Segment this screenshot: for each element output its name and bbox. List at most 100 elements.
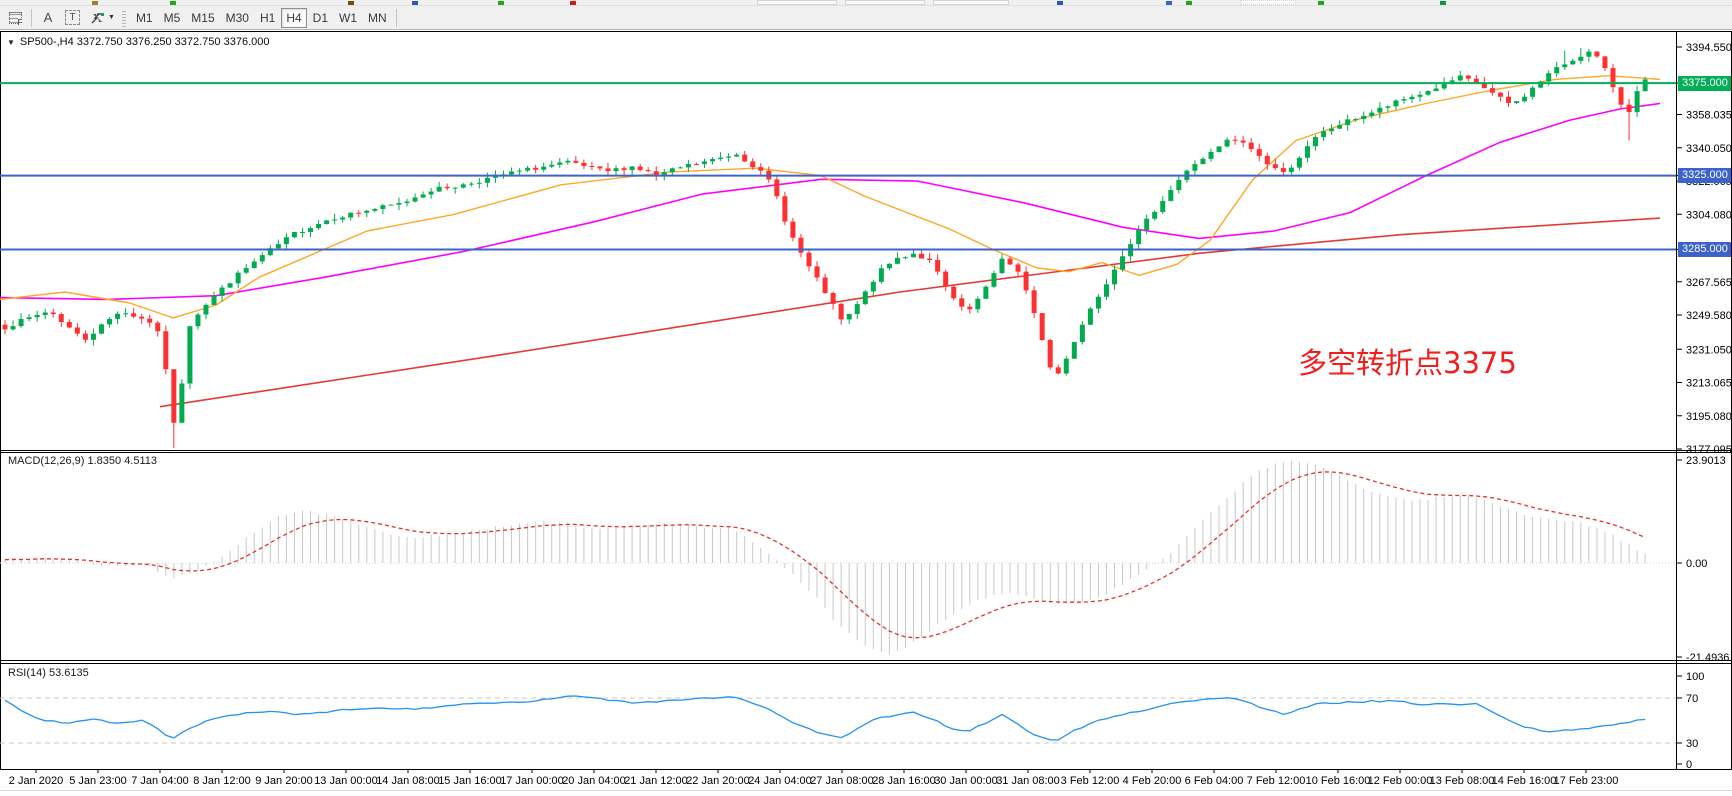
svg-text:17 Jan 00:00: 17 Jan 00:00	[500, 775, 564, 787]
svg-text:10 Feb 16:00: 10 Feb 16:00	[1306, 775, 1371, 787]
toolbar-fragment	[498, 1, 504, 5]
toolbar-fragment	[170, 1, 176, 5]
chevron-down-icon: ▼	[108, 14, 115, 21]
ma-fast-orange	[0, 75, 1661, 319]
timeframe-button-mn[interactable]: MN	[368, 10, 387, 25]
svg-text:2 Jan 2020: 2 Jan 2020	[9, 775, 63, 787]
svg-text:23.9013: 23.9013	[1686, 455, 1726, 467]
svg-text:0.00: 0.00	[1686, 558, 1707, 570]
toolbar-fragment	[1440, 1, 1446, 5]
svg-text:28 Jan 16:00: 28 Jan 16:00	[872, 775, 936, 787]
macd-indicator-label: MACD(12,26,9) 1.8350 4.5113	[8, 455, 157, 467]
svg-text:3177.095: 3177.095	[1686, 444, 1732, 456]
ma-slow-red	[159, 217, 1661, 408]
rsi-panel	[0, 695, 1676, 744]
svg-text:31 Jan 08:00: 31 Jan 08:00	[996, 775, 1060, 787]
price-badge-3285: 3285.000	[1678, 242, 1731, 258]
toolbar-fragment	[348, 1, 354, 5]
svg-text:12 Feb 00:00: 12 Feb 00:00	[1368, 775, 1433, 787]
toolbar-fragment	[1166, 1, 1172, 5]
svg-text:4 Feb 20:00: 4 Feb 20:00	[1123, 775, 1182, 787]
grid-icon: F	[8, 11, 23, 27]
arrow-objects-button[interactable]: ▼	[85, 8, 120, 28]
panel-borders	[0, 31, 1732, 791]
toolbar-fragment	[933, 0, 1009, 5]
timeframe-button-m15[interactable]: M15	[191, 10, 215, 25]
timeframe-button-h4[interactable]: H4	[281, 7, 307, 28]
svg-text:3 Feb 12:00: 3 Feb 12:00	[1061, 775, 1120, 787]
toolbar-separator	[395, 8, 397, 27]
toolbar-overflow-strip	[0, 0, 1732, 6]
price-annotation-text: 多空转折点3375	[1298, 346, 1517, 380]
svg-text:3249.580: 3249.580	[1686, 310, 1732, 322]
svg-text:3267.565: 3267.565	[1686, 277, 1732, 289]
timeframe-toolbar: M1 M5 M15 M30 H1 H4 D1 W1 MN	[131, 7, 392, 28]
svg-text:9 Jan 20:00: 9 Jan 20:00	[255, 775, 313, 787]
text-label-tool-button[interactable]: T	[60, 8, 85, 28]
svg-text:15 Jan 16:00: 15 Jan 16:00	[438, 775, 502, 787]
timeframe-button-d1[interactable]: D1	[312, 10, 328, 25]
price-axis-macd[interactable]: 23.9013 0.00 -21.4936	[1677, 455, 1729, 664]
toolbar-drag-handle[interactable]	[121, 8, 126, 27]
svg-text:24 Jan 04:00: 24 Jan 04:00	[748, 775, 812, 787]
svg-text:30: 30	[1686, 738, 1698, 750]
svg-text:13 Feb 08:00: 13 Feb 08:00	[1430, 775, 1495, 787]
svg-text:13 Jan 00:00: 13 Jan 00:00	[314, 775, 378, 787]
svg-text:14 Feb 16:00: 14 Feb 16:00	[1492, 775, 1557, 787]
toolbar-fragment	[1186, 1, 1192, 5]
toolbar-fragment	[757, 0, 837, 5]
moving-average-lines	[0, 75, 1661, 408]
svg-text:3231.050: 3231.050	[1686, 344, 1732, 356]
text-tool-icon: T	[65, 10, 80, 25]
toolbar-fragment	[1318, 1, 1324, 5]
toolbar-fragment	[845, 0, 925, 5]
rsi-indicator-label: RSI(14) 53.6135	[8, 667, 89, 679]
toolbar-separator	[31, 8, 32, 27]
svg-text:3304.080: 3304.080	[1686, 209, 1732, 221]
svg-text:30 Jan 00:00: 30 Jan 00:00	[934, 775, 998, 787]
price-axis-rsi[interactable]: 100 70 30 0	[1677, 671, 1704, 771]
toolbar-fragment	[1057, 1, 1063, 5]
svg-text:3340.050: 3340.050	[1686, 143, 1732, 155]
snap-grid-button[interactable]: F	[3, 8, 27, 28]
svg-text:3195.080: 3195.080	[1686, 411, 1732, 423]
toolbar-fragment	[570, 1, 576, 5]
svg-text:17 Feb 23:00: 17 Feb 23:00	[1554, 775, 1619, 787]
horizontal-level-lines[interactable]	[0, 82, 1676, 251]
svg-text:7 Feb 12:00: 7 Feb 12:00	[1247, 775, 1306, 787]
svg-text:0: 0	[1686, 759, 1692, 771]
svg-text:21 Jan 12:00: 21 Jan 12:00	[624, 775, 688, 787]
toolbar-fragment	[92, 1, 98, 5]
timeframe-button-w1[interactable]: W1	[339, 10, 357, 25]
font-tool-button[interactable]: A	[36, 8, 60, 28]
main-toolbar: F A T ▼ M1 M5 M15 M30 H1 H4 D1 W1 MN	[0, 6, 1732, 30]
svg-text:100: 100	[1686, 671, 1704, 683]
svg-text:8 Jan 12:00: 8 Jan 12:00	[193, 775, 251, 787]
svg-text:-21.4936: -21.4936	[1686, 652, 1729, 664]
time-axis[interactable]: 2 Jan 2020 5 Jan 23:00 7 Jan 04:00 8 Jan 12…	[9, 769, 1619, 787]
timeframe-button-m30[interactable]: M30	[225, 10, 249, 25]
svg-text:70: 70	[1686, 693, 1698, 705]
svg-text:20 Jan 04:00: 20 Jan 04:00	[562, 775, 626, 787]
svg-text:3394.550: 3394.550	[1686, 42, 1732, 54]
price-badge-3325: 3325.000	[1678, 168, 1731, 184]
svg-text:7 Jan 04:00: 7 Jan 04:00	[131, 775, 189, 787]
svg-text:22 Jan 20:00: 22 Jan 20:00	[686, 775, 750, 787]
font-icon: A	[43, 10, 53, 25]
svg-text:6 Feb 04:00: 6 Feb 04:00	[1185, 775, 1244, 787]
svg-text:14 Jan 08:00: 14 Jan 08:00	[376, 775, 440, 787]
chart-dropdown-icon[interactable]: ▼	[7, 37, 15, 47]
svg-text:3213.065: 3213.065	[1686, 378, 1732, 390]
macd-signal-line	[4, 471, 1646, 639]
svg-text:3358.035: 3358.035	[1686, 110, 1732, 122]
toolbar-fragment	[412, 1, 418, 5]
rsi-line	[4, 695, 1646, 741]
timeframe-button-m1[interactable]: M1	[135, 10, 153, 25]
timeframe-button-m5[interactable]: M5	[163, 10, 181, 25]
macd-panel	[0, 460, 1676, 654]
timeframe-button-h1[interactable]: H1	[259, 10, 276, 25]
svg-text:5 Jan 23:00: 5 Jan 23:00	[69, 775, 127, 787]
toolbar-fragment	[1240, 0, 1296, 5]
ma-mid-magenta	[0, 102, 1661, 301]
